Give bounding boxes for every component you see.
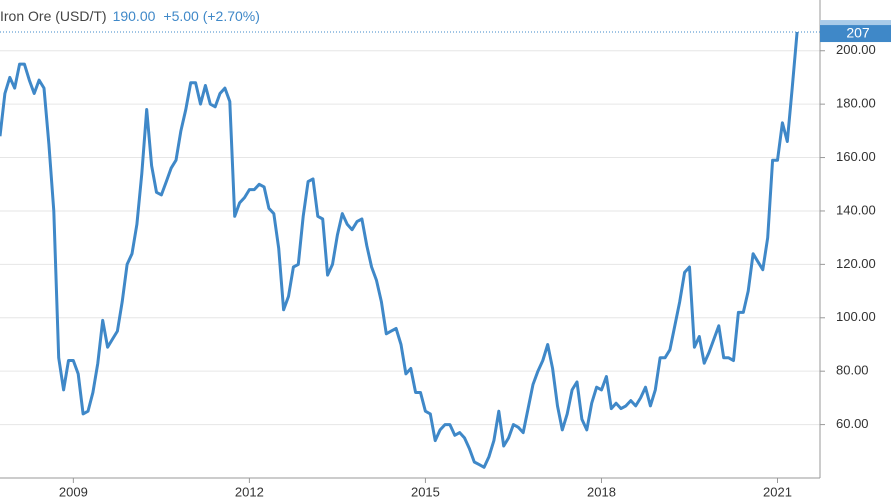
x-tick-label: 2012 [235, 484, 264, 499]
x-tick-label: 2015 [411, 484, 440, 499]
x-tick-label: 2021 [763, 484, 792, 499]
price: 190.00 [113, 8, 156, 24]
change: +5.00 (+2.70%) [163, 8, 260, 24]
y-tick-label: 60.00 [836, 416, 869, 431]
y-tick-label: 100.00 [836, 309, 876, 324]
y-tick-label: 120.00 [836, 256, 876, 271]
y-tick-label: 140.00 [836, 202, 876, 217]
title: Iron Ore (USD/T) [0, 8, 107, 24]
x-tick-label: 2018 [587, 484, 616, 499]
y-tick-label: 180.00 [836, 96, 876, 111]
price-line [0, 31, 799, 469]
last-value-label: 207 [846, 25, 870, 41]
last-value-badge-top [820, 20, 891, 26]
x-tick-label: 2009 [59, 484, 88, 499]
y-tick-label: 200.00 [836, 42, 876, 57]
y-tick-label: 80.00 [836, 363, 869, 378]
last-value-badge [820, 25, 891, 43]
chart-title: Iron Ore (USD/T) 190.00 +5.00 (+2.70%) [0, 8, 260, 24]
y-tick-label: 160.00 [836, 149, 876, 164]
